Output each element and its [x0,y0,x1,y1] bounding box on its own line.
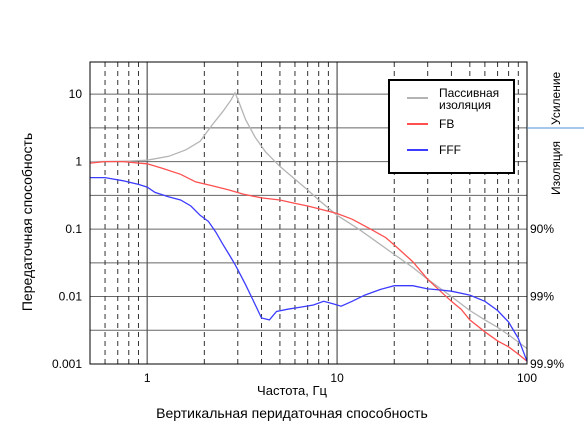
tick-labels: 1 10 100 10 1 0.1 0.01 0.001 90% 99% 99.9% [52,87,564,385]
series-layer [89,91,528,362]
y-tick-label: 1 [75,155,82,169]
y-tick-label: 10 [69,87,83,101]
grid [89,62,527,365]
series-line-2 [90,176,528,362]
chart-title: Вертикальная перидаточная способность [156,405,428,421]
legend-label-passive-line2: изоляция [439,98,491,112]
y-tick-label: 0.001 [52,357,82,371]
right-percent-label: 90% [530,222,554,236]
x-tick-label: 100 [517,371,537,385]
legend-label-fff: FFF [439,143,461,157]
legend-label-fb: FB [439,117,454,131]
right-percent-label: 99.9% [530,357,564,371]
legend-label-passive-line1: Пассивная [439,86,499,100]
x-tick-label: 1 [144,371,151,385]
y-tick-label: 0.01 [59,290,83,304]
x-axis-label: Частота, Гц [257,383,327,398]
y-tick-label: 0.1 [65,222,82,236]
series-line-1 [89,160,528,362]
x-tick-label: 10 [330,371,344,385]
y-axis-label: Передаточная способность [19,133,35,311]
right-percent-label: 99% [530,290,554,304]
plot-frame [89,61,528,365]
legend-box [388,79,515,174]
side-label-isolation: Изоляция [549,141,563,195]
legend: Пассивная изоляция FB FFF [388,79,515,174]
series-line-0 [89,91,528,350]
side-label-gain: Усиление [549,71,563,125]
